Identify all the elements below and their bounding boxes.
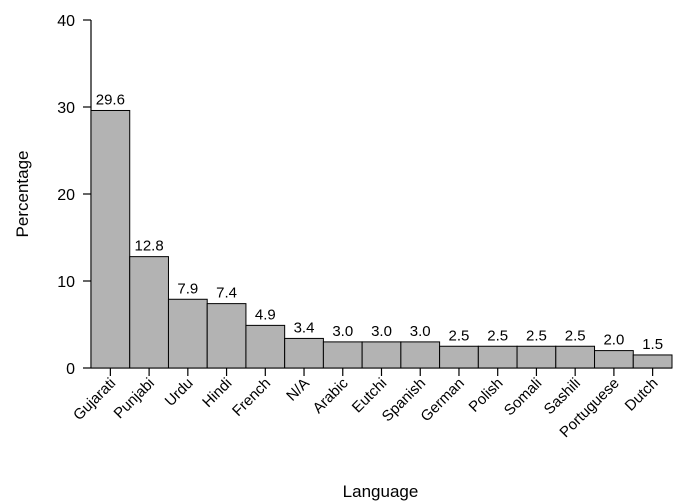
bar-data-label: 3.0 [410, 323, 431, 340]
y-axis-title: Percentage [13, 151, 32, 238]
bar-data-label: 2.5 [487, 327, 508, 344]
bar-data-label: 3.4 [294, 319, 315, 336]
bar-data-label: 7.9 [177, 280, 198, 297]
bar-arabic [322, 341, 363, 369]
x-tick-label: N/A [283, 375, 313, 405]
bar-spanish [400, 341, 441, 369]
x-axis-title: Language [343, 482, 419, 501]
bar-eutchi [361, 341, 402, 369]
bar-german [439, 345, 479, 369]
x-tick-label: Polish [466, 375, 507, 416]
x-tick-label: Somali [501, 375, 545, 419]
bar-data-label: 3.0 [332, 323, 353, 340]
data-labels: 29.6 12.8 7.9 7.4 4.9 3.4 3.0 3.0 3.0 2.5 2.5 2.5 2.… [96, 91, 663, 352]
bar-data-label: 3.0 [371, 323, 392, 340]
bar-sashili [555, 345, 596, 369]
bar-dutch [632, 354, 673, 369]
bar-somali [516, 345, 557, 369]
bar-punjabi [129, 256, 169, 369]
x-tick-label: Punjabi [111, 375, 158, 422]
y-tick-label: 0 [66, 361, 75, 378]
bar-data-label: 2.5 [565, 327, 586, 344]
bar-french [245, 324, 286, 369]
bar-data-label: 12.8 [134, 238, 163, 255]
x-tick-label: Dutch [622, 375, 662, 415]
bars [90, 109, 673, 369]
y-tick-label: 20 [57, 187, 75, 204]
bar-data-label: 4.9 [255, 306, 276, 323]
x-tick-label: German [417, 375, 467, 425]
bar-urdu [167, 298, 208, 369]
bar-data-label: 1.5 [642, 336, 663, 353]
bar-portuguese [594, 350, 634, 369]
bar-data-label: 2.0 [603, 332, 624, 349]
bar-hindi [206, 303, 247, 369]
bar-data-label: 7.4 [216, 285, 237, 302]
bar-data-label: 2.5 [449, 327, 470, 344]
bar-data-label: 29.6 [96, 91, 125, 108]
y-axis: 0 10 20 30 40 [57, 13, 92, 378]
y-tick-label: 10 [57, 274, 75, 291]
y-tick-label: 30 [57, 100, 75, 117]
bar-data-label: 2.5 [526, 327, 547, 344]
y-tick-label: 40 [57, 13, 75, 30]
bar-polish [477, 345, 518, 369]
x-tick-label: Arabic [310, 374, 352, 416]
x-tick-label: Gujarati [70, 375, 119, 424]
bar-n-a [284, 337, 324, 369]
x-axis [91, 367, 672, 376]
bar-gujarati [90, 109, 131, 369]
x-tick-label: Urdu [162, 375, 197, 410]
x-tick-label: French [229, 375, 274, 420]
